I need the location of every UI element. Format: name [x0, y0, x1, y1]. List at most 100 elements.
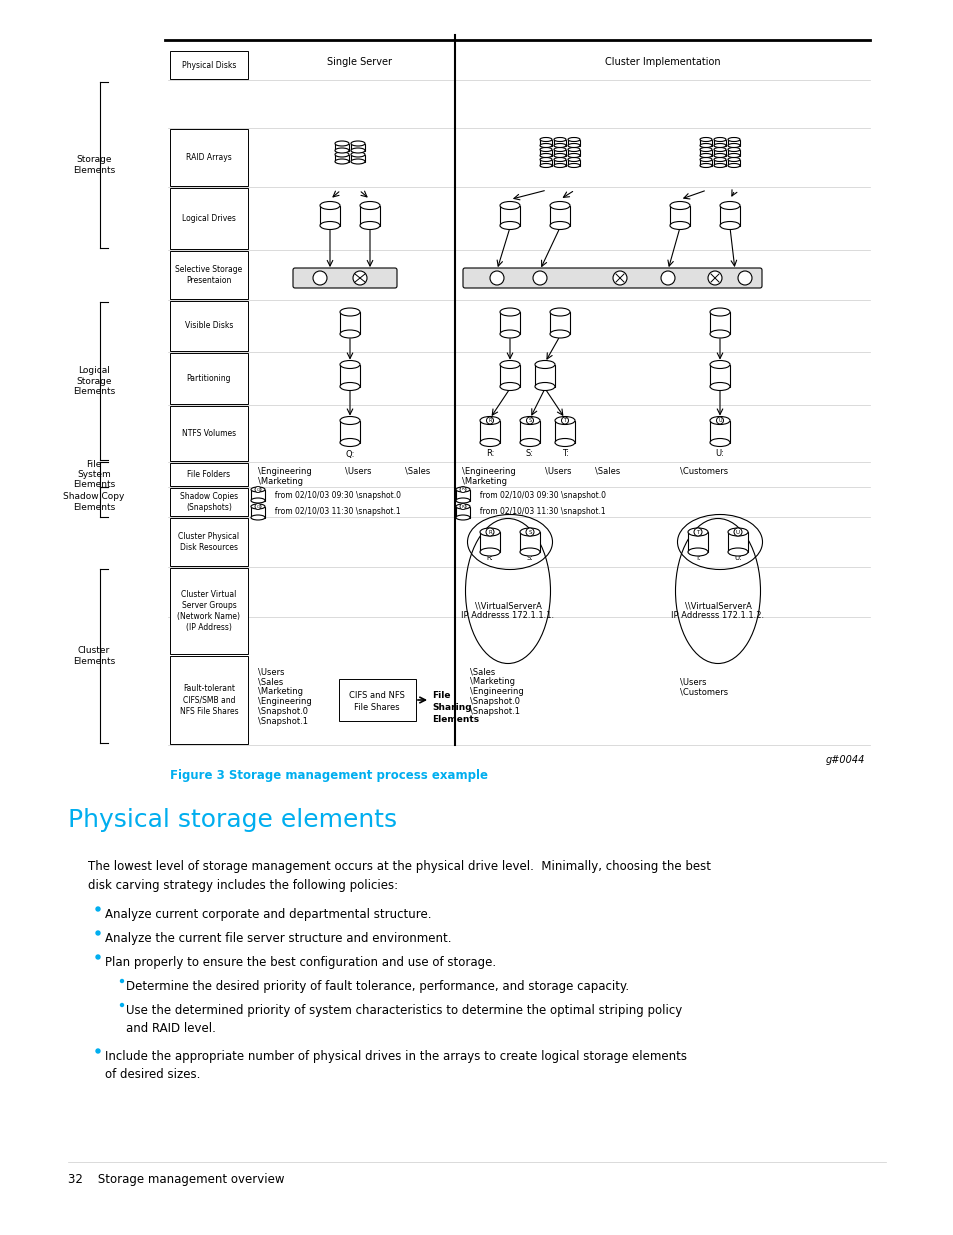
Bar	[339, 364, 359, 387]
Bar	[499, 312, 519, 333]
Ellipse shape	[456, 498, 470, 503]
Ellipse shape	[554, 137, 565, 142]
Ellipse shape	[319, 201, 339, 210]
Text: \\VirtualServerA: \\VirtualServerA	[474, 601, 541, 610]
Bar	[456, 489, 470, 500]
Text: Determine the desired priority of fault tolerance, performance, and storage capa: Determine the desired priority of fault …	[126, 981, 628, 993]
Text: R: R	[461, 505, 464, 509]
Text: Single Server: Single Server	[327, 57, 392, 67]
Text: from 02/10/03 09:30 \snapshot.0: from 02/10/03 09:30 \snapshot.0	[475, 490, 605, 499]
Bar	[479, 532, 499, 552]
Ellipse shape	[550, 330, 569, 338]
Bar	[700, 149, 711, 156]
FancyBboxPatch shape	[170, 51, 248, 79]
Bar	[727, 159, 740, 165]
Ellipse shape	[251, 515, 265, 520]
Ellipse shape	[519, 548, 539, 556]
Circle shape	[561, 417, 568, 424]
Ellipse shape	[713, 163, 725, 168]
Bar	[669, 205, 689, 226]
Text: \Marketing: \Marketing	[257, 477, 303, 487]
Text: Visible Disks: Visible Disks	[185, 321, 233, 331]
Bar	[700, 140, 711, 146]
Bar	[709, 312, 729, 333]
Bar	[567, 159, 579, 165]
Ellipse shape	[535, 383, 555, 390]
Text: Analyze the current file server structure and environment.: Analyze the current file server structur…	[105, 932, 451, 945]
Text: Cluster
Elements: Cluster Elements	[72, 646, 115, 666]
Text: Logical
Storage
Elements: Logical Storage Elements	[72, 366, 115, 396]
Ellipse shape	[554, 143, 565, 147]
Ellipse shape	[550, 201, 569, 210]
Ellipse shape	[727, 143, 740, 147]
Ellipse shape	[567, 143, 579, 147]
Ellipse shape	[567, 137, 579, 142]
Text: Plan properly to ensure the best configuration and use of storage.: Plan properly to ensure the best configu…	[105, 956, 496, 969]
Ellipse shape	[700, 163, 711, 168]
Ellipse shape	[567, 153, 579, 158]
Ellipse shape	[456, 515, 470, 520]
Bar	[535, 364, 555, 387]
Text: 32    Storage management overview: 32 Storage management overview	[68, 1173, 284, 1187]
Text: \Users: \Users	[257, 667, 284, 677]
Ellipse shape	[519, 529, 539, 536]
Bar	[499, 205, 519, 226]
Circle shape	[254, 487, 261, 493]
Bar	[554, 159, 565, 165]
Ellipse shape	[709, 383, 729, 390]
Ellipse shape	[499, 361, 519, 368]
Bar	[519, 420, 539, 442]
FancyBboxPatch shape	[170, 188, 248, 249]
Circle shape	[96, 931, 100, 935]
Bar	[555, 420, 575, 442]
Ellipse shape	[335, 141, 349, 146]
Text: Include the appropriate number of physical drives in the arrays to create logica: Include the appropriate number of physic…	[105, 1050, 686, 1081]
Ellipse shape	[713, 137, 725, 142]
Bar	[554, 149, 565, 156]
Text: \Engineering: \Engineering	[461, 467, 516, 475]
Circle shape	[613, 270, 626, 285]
Ellipse shape	[519, 416, 539, 425]
Text: Logical Drives: Logical Drives	[182, 214, 235, 224]
Ellipse shape	[554, 163, 565, 168]
Ellipse shape	[539, 137, 552, 142]
Ellipse shape	[567, 158, 579, 162]
Text: R:: R:	[486, 555, 493, 561]
Ellipse shape	[339, 330, 359, 338]
FancyBboxPatch shape	[462, 268, 761, 288]
Ellipse shape	[251, 498, 265, 503]
Bar	[567, 149, 579, 156]
Ellipse shape	[251, 504, 265, 509]
Ellipse shape	[713, 143, 725, 147]
Circle shape	[353, 270, 367, 285]
FancyBboxPatch shape	[338, 679, 416, 721]
Ellipse shape	[700, 137, 711, 142]
Ellipse shape	[359, 201, 379, 210]
Ellipse shape	[499, 308, 519, 316]
Ellipse shape	[351, 148, 365, 153]
Text: The lowest level of storage management occurs at the physical drive level.  Mini: The lowest level of storage management o…	[88, 860, 710, 892]
Bar	[713, 140, 725, 146]
Text: U: U	[718, 417, 721, 424]
Ellipse shape	[251, 487, 265, 492]
Ellipse shape	[539, 153, 552, 158]
Text: R:: R:	[485, 450, 494, 458]
Ellipse shape	[727, 163, 740, 168]
FancyBboxPatch shape	[170, 251, 248, 299]
Text: \Sales: \Sales	[470, 667, 495, 677]
Ellipse shape	[550, 221, 569, 230]
Text: \Marketing: \Marketing	[470, 678, 515, 687]
Text: File
System
Elements: File System Elements	[72, 459, 115, 489]
Bar	[319, 205, 339, 226]
Circle shape	[120, 1004, 123, 1007]
Circle shape	[490, 270, 503, 285]
Bar	[539, 140, 552, 146]
Text: Physical Disks: Physical Disks	[182, 61, 236, 69]
Text: \Sales: \Sales	[257, 678, 283, 687]
Text: Cluster Implementation: Cluster Implementation	[604, 57, 720, 67]
Ellipse shape	[456, 504, 470, 509]
Ellipse shape	[687, 529, 707, 536]
Ellipse shape	[700, 147, 711, 152]
Ellipse shape	[687, 548, 707, 556]
Circle shape	[693, 529, 701, 536]
